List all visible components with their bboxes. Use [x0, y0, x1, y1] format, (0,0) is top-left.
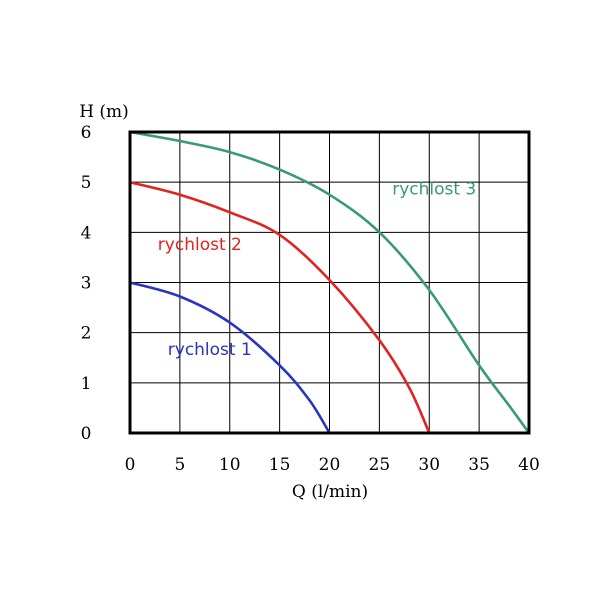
series-line-2 [128, 180, 431, 435]
x-tick-label: 35 [468, 455, 490, 475]
grid [130, 132, 529, 433]
y-tick-label: 4 [81, 223, 92, 243]
x-tick-label: 40 [518, 455, 540, 475]
x-axis-label: Q (l/min) [292, 482, 368, 502]
y-tick-label: 5 [81, 173, 92, 193]
y-tick-label: 1 [81, 374, 92, 394]
y-tick-label: 3 [81, 274, 92, 294]
x-tick-label: 5 [174, 455, 185, 475]
series-line-3 [128, 130, 531, 435]
series-lines [128, 130, 531, 435]
series-label-3: rychlost 3 [392, 180, 476, 200]
series-label-2: rychlost 2 [158, 235, 242, 255]
y-tick-label: 2 [81, 324, 92, 344]
x-tick-label: 25 [369, 455, 391, 475]
y-tick-label: 0 [81, 424, 92, 444]
x-tick-label: 20 [319, 455, 341, 475]
y-tick-label: 6 [81, 123, 92, 143]
series-label-1: rychlost 1 [168, 340, 252, 360]
y-axis-label: H (m) [79, 102, 129, 122]
series-labels: rychlost 1 rychlost 2 rychlost 3 [158, 180, 476, 361]
tick-labels: 0 5 10 15 20 25 30 35 40 0 1 2 3 4 5 6 [81, 123, 540, 475]
x-tick-label: 10 [219, 455, 241, 475]
x-tick-label: 0 [125, 455, 136, 475]
x-tick-label: 15 [269, 455, 291, 475]
x-tick-label: 30 [418, 455, 440, 475]
series-line-1 [128, 281, 331, 435]
plot-frame [128, 130, 531, 435]
